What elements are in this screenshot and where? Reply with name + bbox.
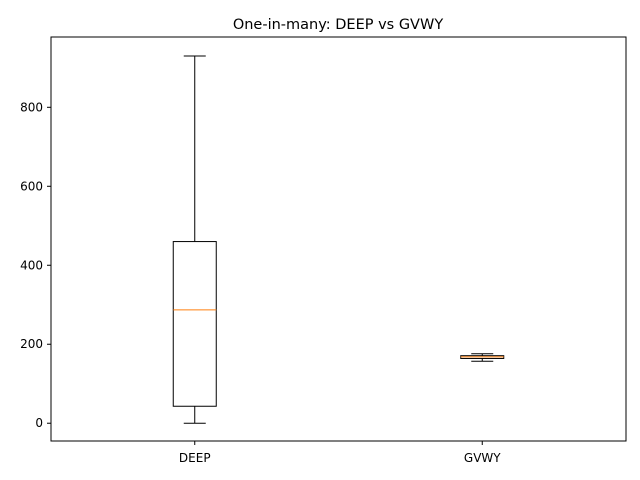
y-tick-label: 800 [20,100,43,114]
plot-area: 0 200 400 600 800 DEEP GVWY [20,36,627,465]
axes-frame [50,36,627,442]
box-deep [172,241,217,407]
y-tick-label: 400 [20,258,43,272]
y-tick-label: 600 [20,179,43,193]
x-tick-label: GVWY [464,451,501,465]
y-tick-label: 200 [20,337,43,351]
chart-title: One-in-many: DEEP vs GVWY [233,17,444,33]
y-tick-label: 0 [35,416,43,430]
x-tick-label: DEEP [179,451,211,465]
